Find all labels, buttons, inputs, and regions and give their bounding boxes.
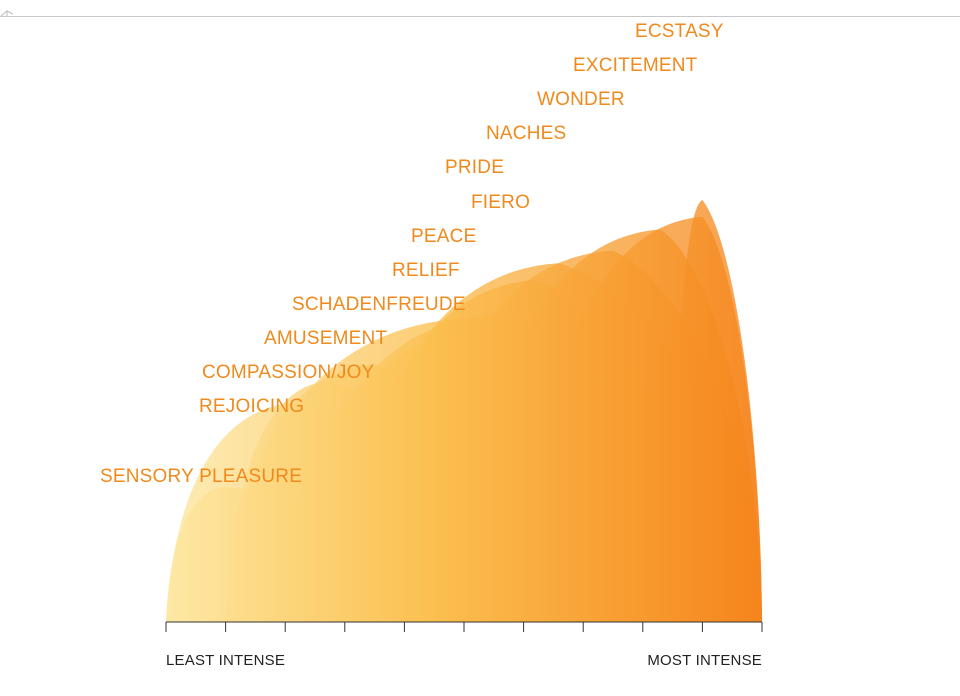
label-pride: PRIDE (445, 157, 504, 178)
top-rule (0, 16, 960, 17)
label-ecstasy: ECSTASY (635, 21, 724, 42)
label-excitement: EXCITEMENT (573, 55, 698, 76)
petal-ecstasy (672, 200, 762, 622)
label-compassion-joy: COMPASSION/JOY (202, 362, 375, 383)
corner-mark (0, 9, 14, 17)
label-rejoicing: REJOICING (199, 396, 304, 417)
petal-layer (166, 200, 762, 623)
x-axis (165, 621, 763, 632)
label-amusement: AMUSEMENT (264, 328, 387, 349)
label-relief: RELIEF (392, 260, 460, 281)
x-axis-right-label: MOST INTENSE (647, 652, 762, 669)
label-wonder: WONDER (537, 89, 625, 110)
label-schadenfreude: SCHADENFREUDE (292, 294, 466, 315)
label-fiero: FIERO (471, 192, 530, 213)
emotion-label-layer: SENSORY PLEASURE REJOICING COMPASSION/JOY A… (100, 21, 724, 487)
label-sensory-pleasure: SENSORY PLEASURE (100, 466, 302, 487)
label-peace: PEACE (411, 226, 476, 247)
label-naches: NACHES (486, 123, 566, 144)
x-axis-left-label: LEAST INTENSE (166, 652, 285, 669)
